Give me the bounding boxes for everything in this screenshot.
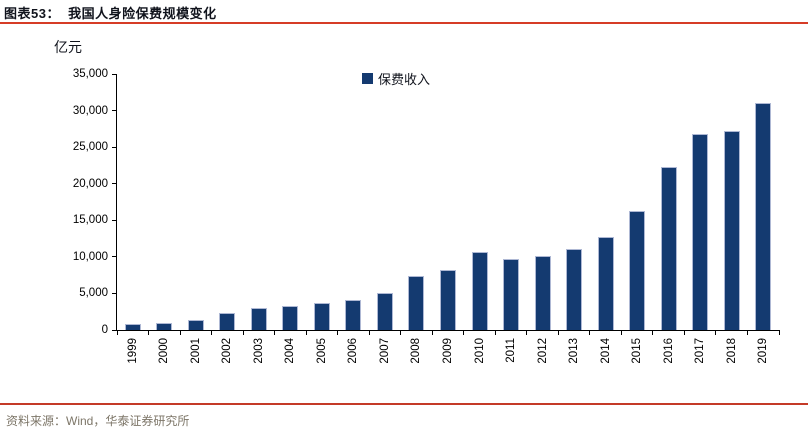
x-tick-label-2003: 2003	[252, 338, 265, 364]
source-note: 资料来源：Wind，华泰证券研究所	[6, 414, 190, 428]
x-axis-tick	[242, 330, 244, 335]
x-axis-tick	[400, 330, 402, 335]
x-axis-tick	[305, 330, 307, 335]
y-axis-tick	[112, 329, 117, 331]
x-tick-label-2008: 2008	[410, 338, 423, 364]
x-tick-label-2006: 2006	[347, 338, 360, 364]
y-axis-tick	[112, 292, 117, 294]
y-axis-tick	[112, 146, 117, 148]
bar-2014	[597, 237, 614, 330]
y-axis-tick	[112, 256, 117, 258]
y-tick-label: 10,000	[72, 250, 108, 263]
x-axis-tick	[589, 330, 591, 335]
x-axis-tick	[431, 330, 433, 335]
bar-2009	[440, 269, 456, 330]
x-tick-label-2019: 2019	[757, 338, 770, 364]
legend-swatch-icon	[362, 73, 373, 84]
x-tick-label-2016: 2016	[662, 338, 675, 364]
x-axis-tick	[620, 330, 622, 335]
x-axis-tick	[148, 330, 150, 335]
y-tick-label: 25,000	[72, 141, 108, 154]
y-tick-label: 0	[101, 324, 108, 336]
x-tick-label-2011: 2011	[505, 338, 518, 363]
x-axis-tick	[526, 330, 528, 335]
legend: 保费收入	[362, 69, 430, 88]
x-axis-tick	[463, 330, 465, 335]
bar-2017	[692, 134, 709, 330]
chart-title: 图表53： 我国人身险保费规模变化	[4, 6, 217, 21]
bar-2005	[313, 302, 330, 330]
y-axis-tick	[112, 73, 117, 75]
x-tick-label-2009: 2009	[442, 338, 454, 364]
x-axis-tick	[778, 330, 780, 335]
y-axis-unit-label: 亿元	[54, 39, 82, 55]
x-tick-label-2002: 2002	[221, 338, 234, 364]
y-axis-tick	[112, 110, 117, 112]
x-tick-label-2000: 2000	[158, 338, 171, 364]
x-axis-tick	[652, 330, 654, 335]
bar-2006	[345, 299, 362, 330]
x-tick-label-2007: 2007	[378, 338, 391, 364]
x-tick-label-2004: 2004	[284, 338, 297, 364]
x-tick-label-2013: 2013	[568, 338, 581, 364]
x-axis-tick	[494, 330, 496, 335]
x-axis-tick	[746, 330, 748, 335]
bar-2018	[723, 130, 740, 330]
y-tick-label: 5,000	[79, 287, 108, 300]
x-tick-label-2010: 2010	[473, 338, 486, 364]
x-axis-tick	[337, 330, 339, 335]
x-tick-label-2017: 2017	[694, 338, 707, 364]
x-axis-tick	[179, 330, 181, 335]
x-axis-tick	[557, 330, 559, 335]
plot-area: 0 5,000 10,000 15,000 20,000 25,000 30,000 35,0…	[73, 68, 780, 364]
bar-2013	[566, 249, 583, 330]
bar-2001	[187, 319, 204, 330]
bar-2004	[282, 306, 299, 330]
top-divider-rule	[0, 22, 808, 24]
x-tick-label-2014: 2014	[599, 338, 612, 364]
bar-2019	[755, 103, 772, 330]
x-axis-tick	[715, 330, 717, 335]
x-axis-tick	[116, 330, 118, 335]
x-tick-label-2015: 2015	[631, 338, 644, 364]
x-tick-label-2001: 2001	[189, 338, 202, 364]
bar-2012	[534, 255, 551, 330]
bar-2007	[376, 293, 393, 330]
x-axis-tick	[368, 330, 370, 335]
bar-2000	[156, 322, 173, 330]
y-tick-label: 20,000	[72, 177, 108, 190]
bar-2003	[250, 307, 267, 330]
bar-2015	[629, 210, 646, 330]
bar-2010	[471, 252, 488, 330]
y-tick-label: 30,000	[72, 104, 108, 117]
x-axis-tick	[274, 330, 276, 335]
y-axis-tick	[112, 219, 117, 221]
bar-1999	[124, 323, 141, 330]
x-tick-label-2012: 2012	[536, 338, 549, 364]
bar-2011	[503, 259, 520, 330]
x-tick-label-2005: 2005	[315, 338, 328, 364]
bar-2016	[660, 167, 677, 330]
x-tick-label-2018: 2018	[725, 338, 738, 364]
y-tick-label: 15,000	[72, 214, 108, 227]
x-axis-tick	[211, 330, 213, 335]
y-tick-label: 35,000	[72, 68, 108, 80]
y-axis-tick	[112, 183, 117, 185]
bottom-divider-rule	[0, 403, 808, 405]
x-tick-label-1999: 1999	[126, 338, 139, 364]
bar-2008	[408, 275, 425, 330]
x-axis-tick	[683, 330, 685, 335]
bar-2002	[219, 313, 236, 330]
legend-label: 保费收入	[378, 72, 431, 87]
